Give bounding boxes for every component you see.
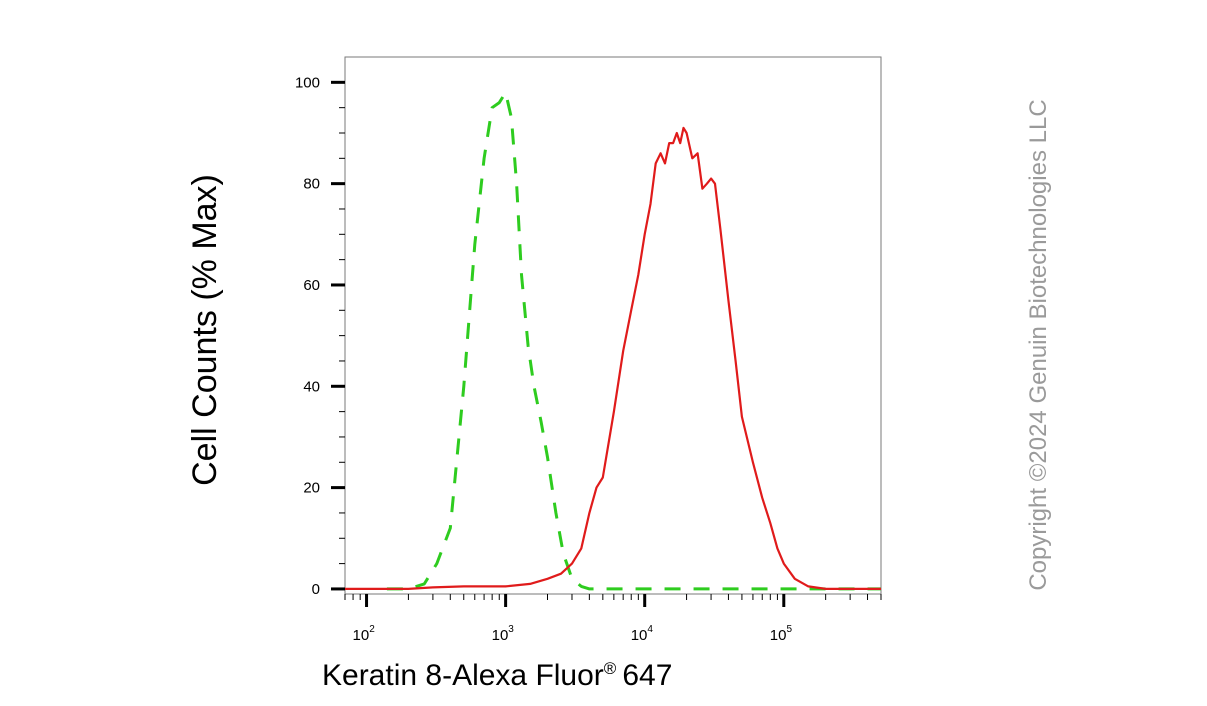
x-tick-label: 104 (631, 624, 654, 644)
y-tick-label: 80 (303, 176, 320, 193)
copyright-text: Copyright ©2024 Genuin Biotechnologies L… (1025, 99, 1052, 590)
series-group (345, 91, 881, 591)
y-tick-label: 60 (303, 277, 320, 294)
series-line-dashed (386, 91, 881, 591)
series-line-solid (345, 126, 881, 591)
y-axis: 0 20 40 60 80 100 (295, 74, 345, 598)
x-tick-label: 105 (770, 624, 793, 644)
y-tick-label: 20 (303, 480, 320, 497)
y-axis-label: Cell Counts (% Max) (186, 174, 224, 486)
y-tick-label: 0 (312, 581, 320, 598)
y-tick-label: 40 (303, 378, 320, 395)
x-axis-label-main: Keratin 8-Alexa Fluor (322, 659, 604, 692)
plot-frame (344, 56, 882, 595)
x-tick-label: 102 (353, 624, 376, 644)
x-axis-label: Keratin 8-Alexa Fluor® 647 (322, 659, 672, 692)
x-axis-label-suffix: 647 (622, 659, 672, 692)
x-axis: 102 103 104 105 (344, 594, 882, 644)
x-tick-label: 103 (492, 624, 515, 644)
registered-mark: ® (604, 659, 617, 678)
y-tick-label: 100 (295, 74, 320, 91)
